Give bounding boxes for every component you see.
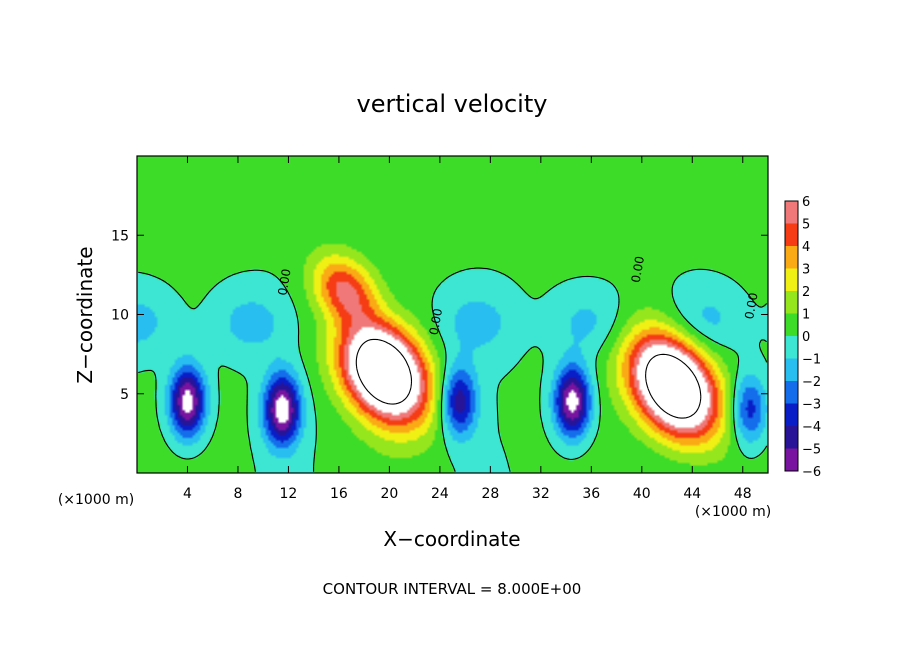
colorbar-swatch [785,426,798,449]
x-tick-label: 48 [734,486,752,502]
velocity-field [137,156,768,473]
colorbar-frame [784,200,799,472]
x-unit-right: (×1000 m) [695,504,771,520]
x-tick-label: 4 [183,486,192,502]
colorbar-tick-label: −6 [802,465,821,480]
colorbar-tick-label: −5 [802,443,821,458]
y-axis: 5 10 15 [111,228,768,403]
x-tick-label: 28 [481,486,499,502]
contour-interval-note: CONTOUR INTERVAL = 8.000E+00 [323,580,582,598]
x-tick-label: 12 [280,486,298,502]
colorbar-tick-label: −3 [802,398,821,413]
contour-label: 0.00 [275,268,293,297]
x-tick-label: 24 [431,486,449,502]
colorbar-swatch [785,381,798,404]
colorbar-tick-label: 6 [802,195,810,210]
colorbar-swatch [785,246,798,269]
colorbar-swatch [785,403,798,427]
colorbar-swatch [785,313,798,337]
colorbar-tick-label: −4 [802,420,821,435]
colorbar-tick-label: 4 [802,240,810,255]
x-axis: 4 8 12 16 20 24 28 32 36 40 44 48 [183,156,752,502]
zero-contours: 0.00 0.00 0.00 0.00 [138,255,768,472]
x-unit-left: (×1000 m) [58,492,134,508]
y-axis-label: Z−coordinate [73,246,97,383]
chart-title: vertical velocity [357,90,548,118]
colorbar-swatch [785,268,798,292]
x-tick-label: 44 [683,486,701,502]
colorbar: 6 5 4 3 2 1 0 −1 −2 −3 −4 −5 −6 [784,195,821,480]
colorbar-tick-label: 2 [802,285,810,300]
colorbar-swatch [785,448,798,472]
contour-line [355,338,702,419]
colorbar-tick-label: −2 [802,375,821,390]
y-tick-label: 5 [120,387,129,403]
colorbar-swatch [785,358,798,382]
x-axis-label: X−coordinate [383,527,520,551]
x-tick-label: 20 [380,486,398,502]
colorbar-tick-label: 1 [802,308,810,323]
contour-label: 0.00 [742,292,760,321]
colorbar-tick-label: 0 [802,330,810,345]
y-tick-label: 10 [111,308,129,324]
colorbar-tick-label: −1 [802,353,821,368]
x-tick-label: 32 [532,486,550,502]
colorbar-swatch [785,291,798,314]
x-tick-label: 40 [633,486,651,502]
x-tick-label: 36 [582,486,600,502]
y-tick-label: 15 [111,228,129,244]
contour-label: 0.00 [427,307,445,336]
x-tick-label: 8 [233,486,242,502]
contour-label: 0.00 [629,255,647,284]
colorbar-swatch [785,201,798,224]
colorbar-swatch [785,223,798,247]
colorbar-tick-label: 3 [802,263,810,278]
contour-line [138,267,768,472]
x-tick-label: 16 [330,486,348,502]
colorbar-tick-label: 5 [802,218,810,233]
colorbar-swatch [785,336,798,359]
